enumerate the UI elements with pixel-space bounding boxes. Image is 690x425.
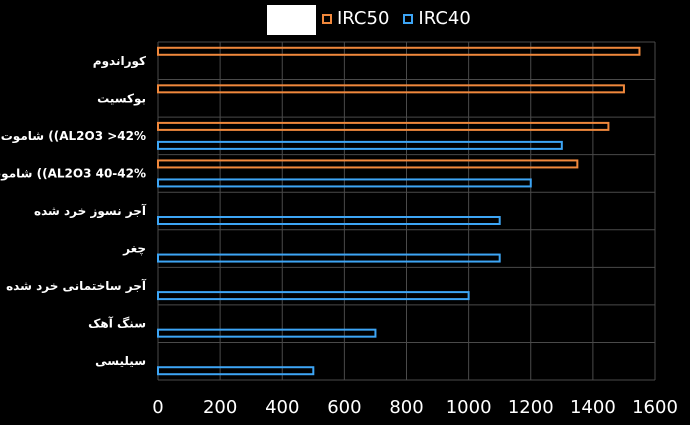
legend-key-irc50 [322,13,332,24]
x-tick-label: 1000 [446,397,492,418]
bar-irc50 [157,159,579,169]
category-label: بوکسیت [97,91,146,106]
bar-irc50 [157,84,625,94]
legend: IRC50 IRC40 [322,8,471,29]
legend-label-irc40: IRC40 [418,8,471,29]
bar-irc40 [157,253,501,263]
category-label: کوراندوم [93,54,146,69]
legend-item-irc40: IRC40 [403,8,471,29]
bar-irc40 [157,140,563,150]
bar-irc40 [157,216,501,225]
x-tick-label: 600 [327,397,361,418]
x-tick-label: 400 [265,397,299,418]
legend-label-irc50: IRC50 [337,8,390,29]
category-label: چغر [122,242,146,256]
category-label: آجر نسوز خرد شده [34,203,147,219]
bar-irc50 [157,46,641,56]
bar-irc40 [157,291,470,301]
x-tick-label: 0 [152,397,163,418]
x-tick-label: 800 [389,397,423,418]
category-label: آجر ساختمانی خرد شده [6,278,147,293]
bar-irc40 [157,366,315,376]
bar-irc50 [157,121,610,131]
x-tick-label: 1200 [508,397,554,418]
bar-irc40 [157,178,532,188]
category-label: سیلیسی [95,354,146,368]
legend-key-irc40 [403,13,414,24]
category-label: سنگ آهک [88,316,146,331]
category-label: شاموت ((AL2O3 >42% [1,129,146,144]
legend-item-irc50: IRC50 [322,8,389,29]
bar-irc40 [157,328,377,338]
category-label: شاموت ((AL2O3 40-42% [0,166,146,181]
legend-blank-box [267,5,316,35]
x-tick-label: 200 [203,397,237,418]
x-tick-label: 1600 [632,397,678,418]
x-tick-label: 1400 [570,397,616,418]
